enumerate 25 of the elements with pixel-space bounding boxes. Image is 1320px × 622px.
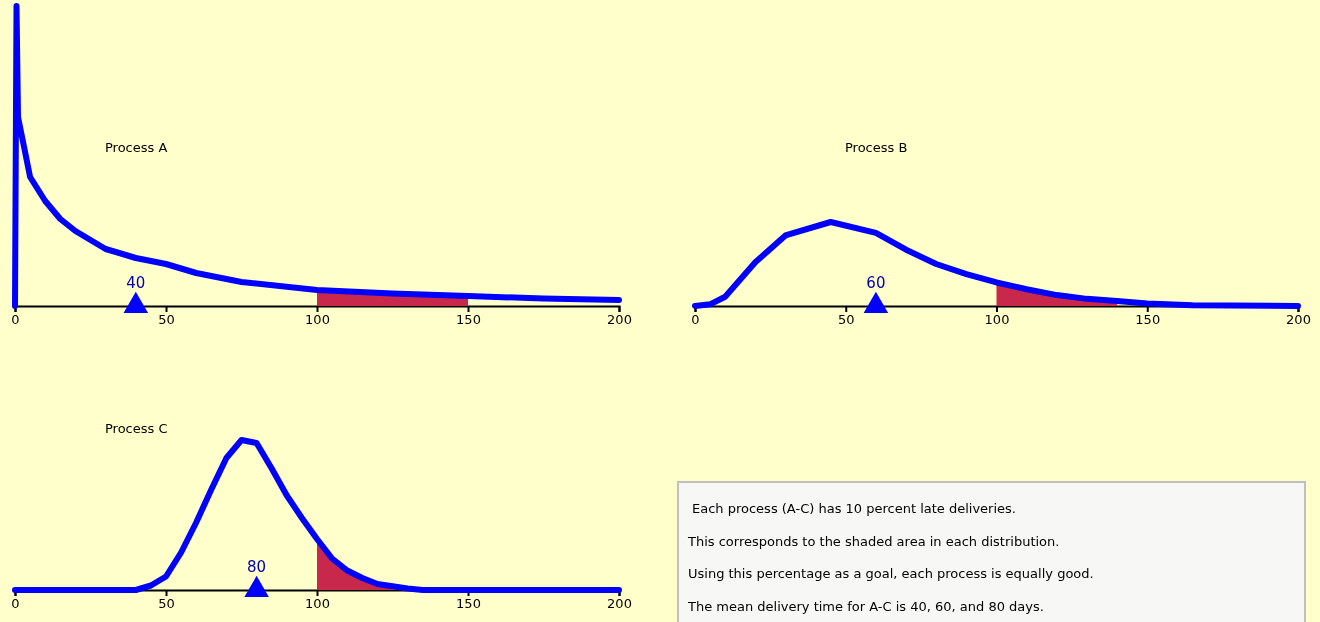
x-tick-label: 0 bbox=[691, 312, 700, 328]
chart-title: Process C bbox=[105, 421, 168, 436]
annotation: 60 bbox=[866, 274, 886, 292]
x-tick-label: 150 bbox=[1135, 312, 1161, 328]
text: Process A bbox=[105, 140, 168, 155]
text: This corresponds to the shaded area in each distribution. bbox=[687, 533, 1060, 549]
x-tick-label: 50 bbox=[158, 312, 175, 328]
x-tick-label: 150 bbox=[456, 312, 481, 328]
text: Each process (A-C) has 10 percent late deliveries. bbox=[692, 501, 1016, 516]
text: Using this percentage as a goal, each process is equally good. bbox=[688, 566, 1094, 581]
x-tick-label: 150 bbox=[456, 596, 481, 612]
x-tick-label: 200 bbox=[607, 312, 632, 328]
chart-title: Process B bbox=[845, 140, 908, 155]
x-tick-label: 100 bbox=[305, 596, 330, 612]
x-tick-label: 0 bbox=[11, 312, 20, 328]
text: The mean delivery time for A-C is 40, 60, and 80 days. bbox=[687, 598, 1044, 614]
x-tick-label: 50 bbox=[837, 312, 855, 328]
annotation: 40 bbox=[126, 274, 146, 292]
x-tick-label: 100 bbox=[305, 312, 330, 328]
x-tick-label: 200 bbox=[1286, 312, 1311, 328]
annotation: 80 bbox=[247, 558, 267, 576]
x-tick-label: 50 bbox=[158, 596, 175, 612]
x-tick-label: 100 bbox=[984, 312, 1010, 328]
x-tick-label: 0 bbox=[11, 596, 20, 612]
x-tick-label: 200 bbox=[607, 596, 632, 612]
